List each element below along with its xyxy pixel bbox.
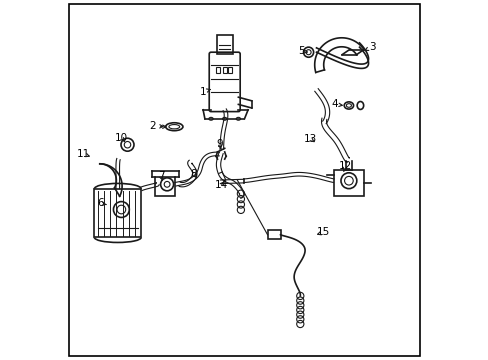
Text: 9: 9 — [216, 139, 223, 149]
Text: 1: 1 — [200, 87, 206, 97]
Text: 12: 12 — [338, 161, 351, 171]
Bar — [216, 67, 220, 73]
Text: 15: 15 — [316, 227, 330, 237]
Bar — [222, 67, 226, 73]
Text: 11: 11 — [77, 149, 90, 159]
Bar — [227, 67, 232, 73]
Text: 10: 10 — [115, 132, 128, 143]
Text: 5: 5 — [298, 46, 304, 56]
Bar — [155, 177, 175, 196]
Text: 3: 3 — [368, 42, 375, 52]
Bar — [267, 230, 280, 239]
Text: 2: 2 — [149, 121, 156, 131]
Text: 14: 14 — [214, 180, 227, 190]
Bar — [94, 189, 141, 238]
Bar — [333, 170, 363, 196]
Text: 4: 4 — [331, 99, 338, 109]
Text: 13: 13 — [303, 134, 316, 144]
Text: 7: 7 — [157, 171, 164, 181]
Text: 8: 8 — [190, 169, 196, 179]
Text: 6: 6 — [97, 198, 103, 208]
Bar — [216, 35, 232, 54]
